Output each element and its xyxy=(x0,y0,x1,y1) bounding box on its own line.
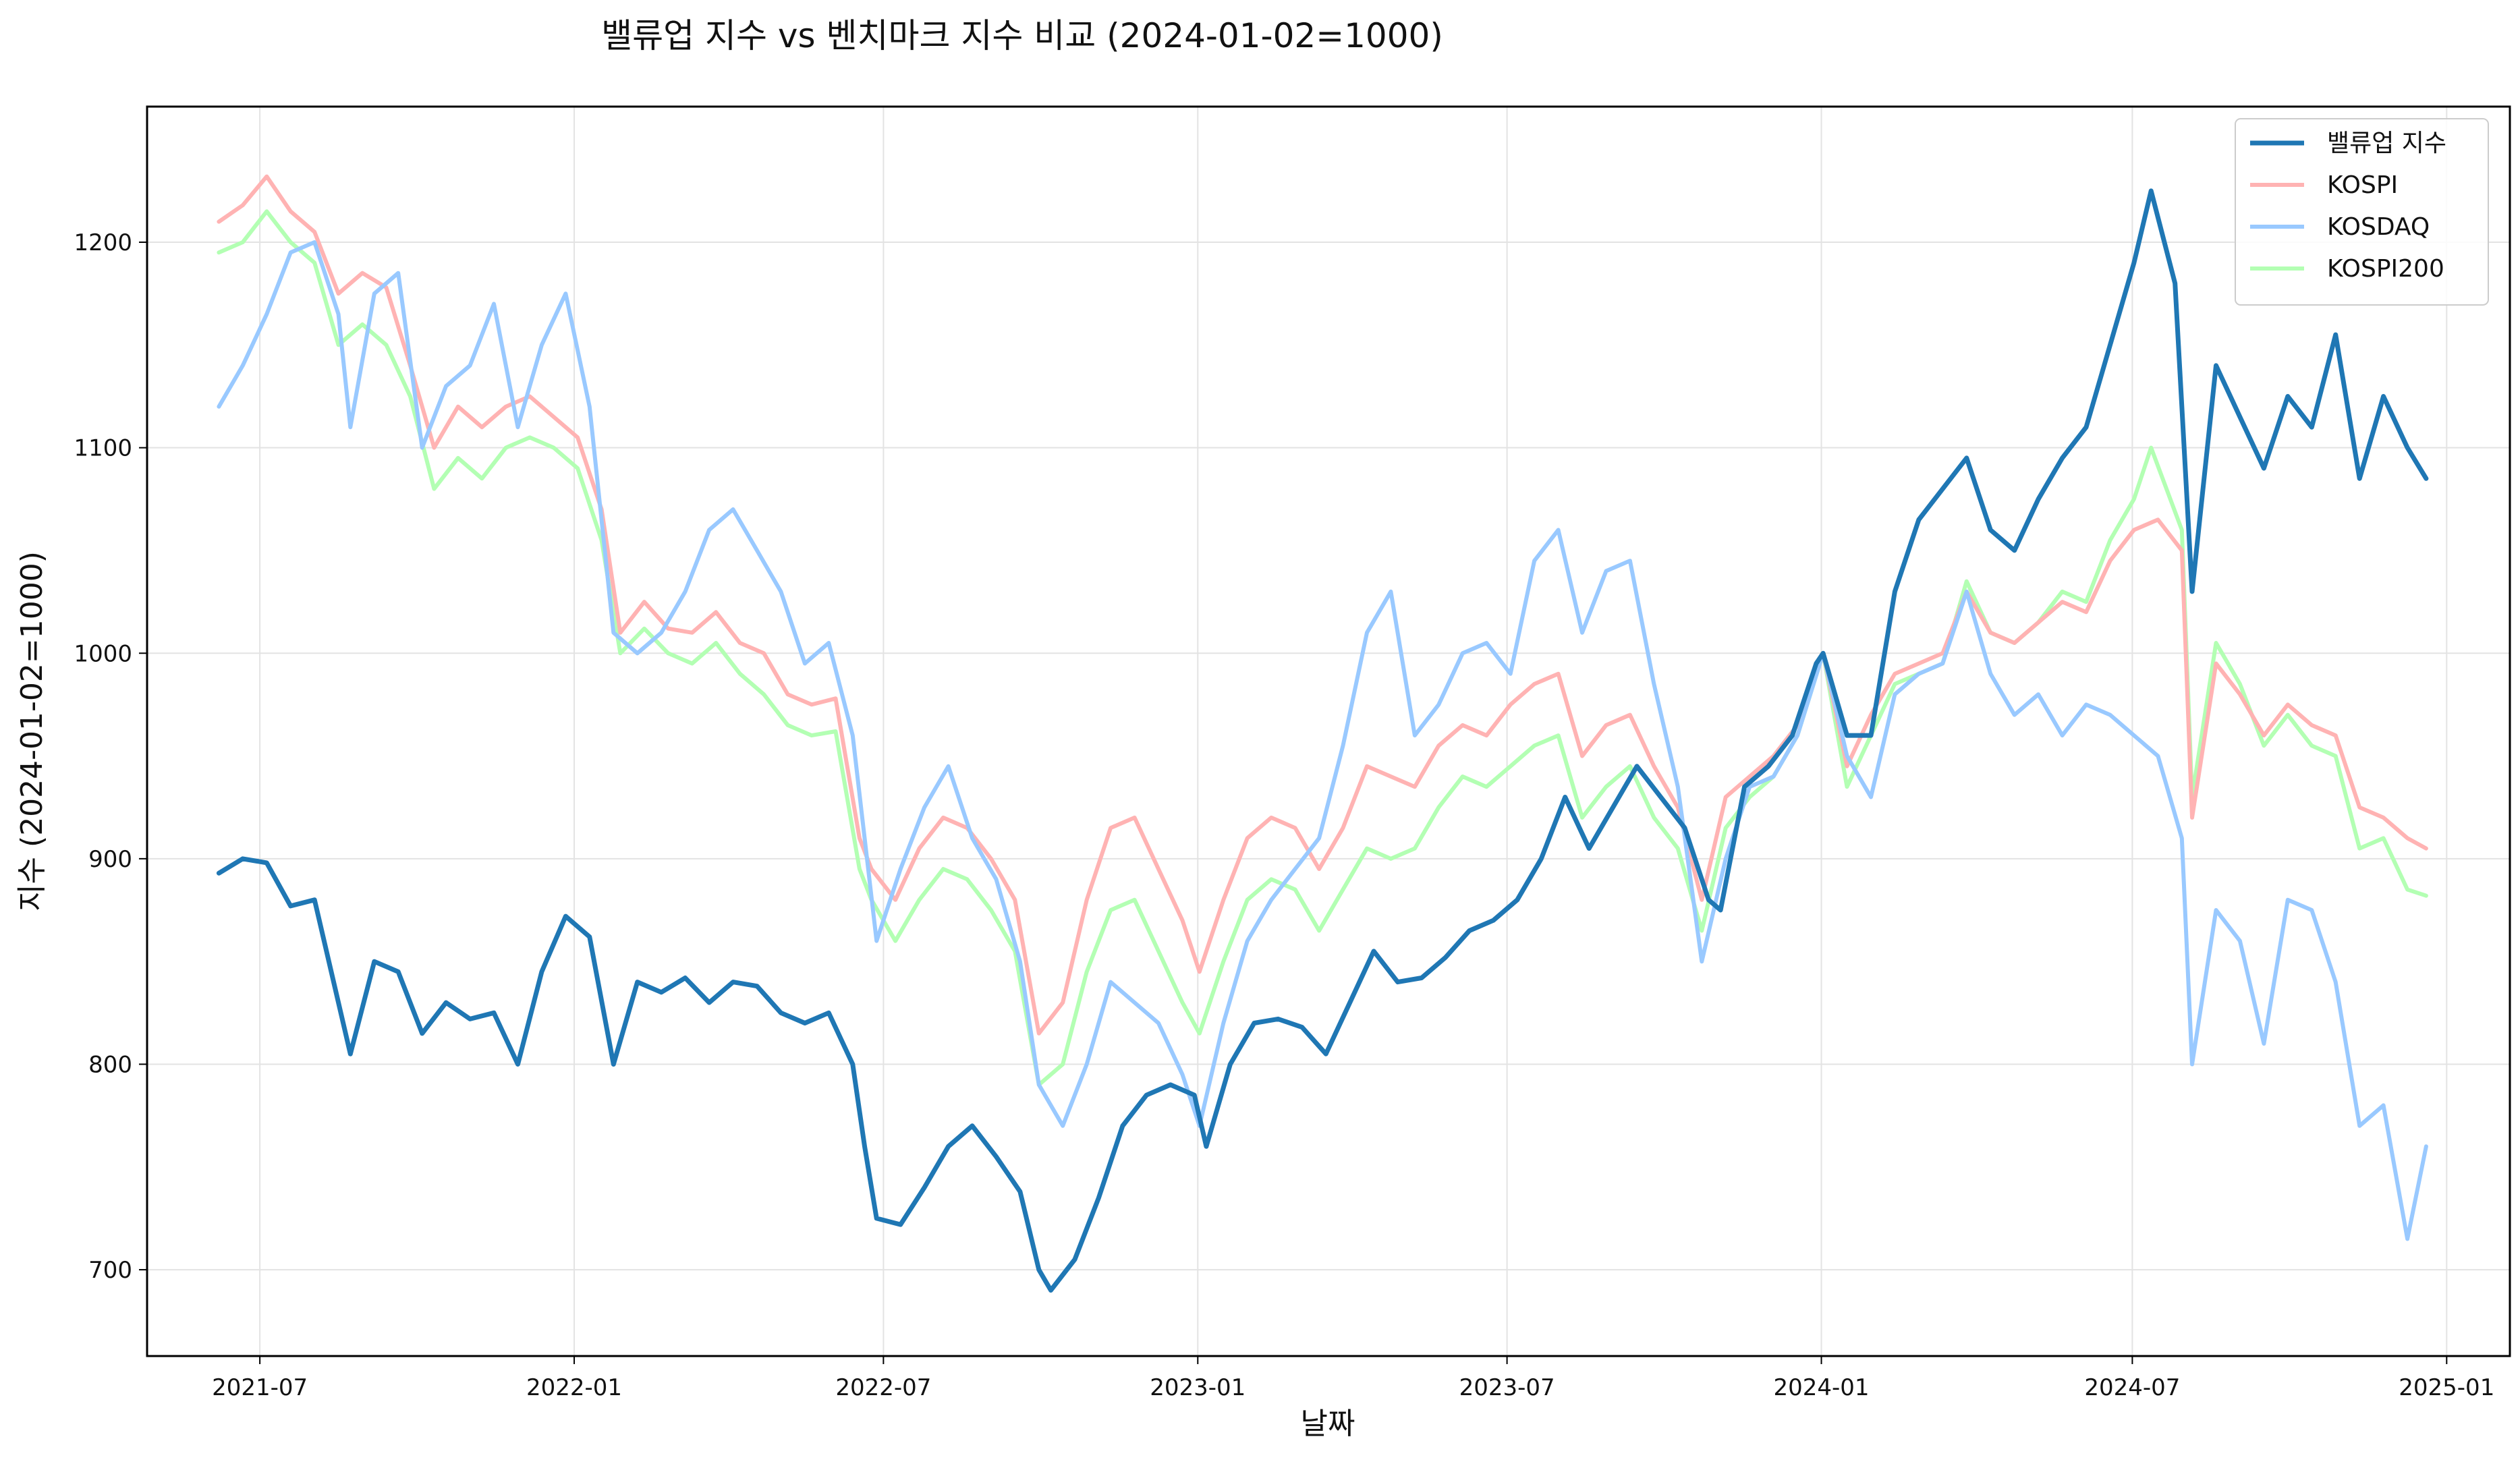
x-tick-label: 2025-01 xyxy=(2399,1374,2494,1401)
y-tick-label: 700 xyxy=(88,1257,132,1284)
y-tick-label: 1100 xyxy=(74,435,132,462)
x-tick-label: 2023-01 xyxy=(1150,1374,1245,1401)
chart-title: 밸류업 지수 vs 벤치마크 지수 비교 (2024-01-02=1000) xyxy=(601,16,1443,55)
y-tick-label: 800 xyxy=(88,1051,132,1078)
series-line-1 xyxy=(217,174,2428,1036)
x-tick-label: 2021-07 xyxy=(212,1374,308,1401)
y-axis-ticks: 700 800 900 1000 1100 1200 xyxy=(74,229,147,1284)
x-tick-label: 2023-07 xyxy=(1459,1374,1555,1401)
y-axis-label: 지수 (2024-01-02=1000) xyxy=(15,551,49,911)
x-tick-label: 2022-07 xyxy=(835,1374,931,1401)
legend-frame xyxy=(2235,118,2489,306)
series-line-0 xyxy=(216,188,2429,1293)
series-layer xyxy=(216,174,2429,1293)
plot-frame xyxy=(146,105,2511,1357)
x-tick-label: 2022-01 xyxy=(526,1374,622,1401)
y-tick-label: 1200 xyxy=(74,229,132,256)
y-tick-label: 900 xyxy=(88,846,132,873)
x-axis-ticks: 2021-07 2022-01 2022-07 2023-01 2023-07 2024-… xyxy=(212,1356,2494,1401)
x-tick-label: 2024-01 xyxy=(1774,1374,1870,1401)
grid xyxy=(147,107,2510,1356)
series-line-3 xyxy=(217,209,2428,1087)
x-tick-label: 2024-07 xyxy=(2084,1374,2180,1401)
legend-label: 밸류업 지수 xyxy=(2327,130,2446,157)
legend-label: KOSPI200 xyxy=(2327,255,2444,283)
series-line-2 xyxy=(217,240,2428,1241)
legend-label: KOSDAQ xyxy=(2327,213,2430,241)
legend-label: KOSPI xyxy=(2327,171,2398,199)
y-tick-label: 1000 xyxy=(74,640,132,667)
x-axis-label: 날짜 xyxy=(1301,1407,1355,1441)
legend: 밸류업 지수 KOSPI KOSDAQ KOSPI200 xyxy=(2235,118,2489,306)
